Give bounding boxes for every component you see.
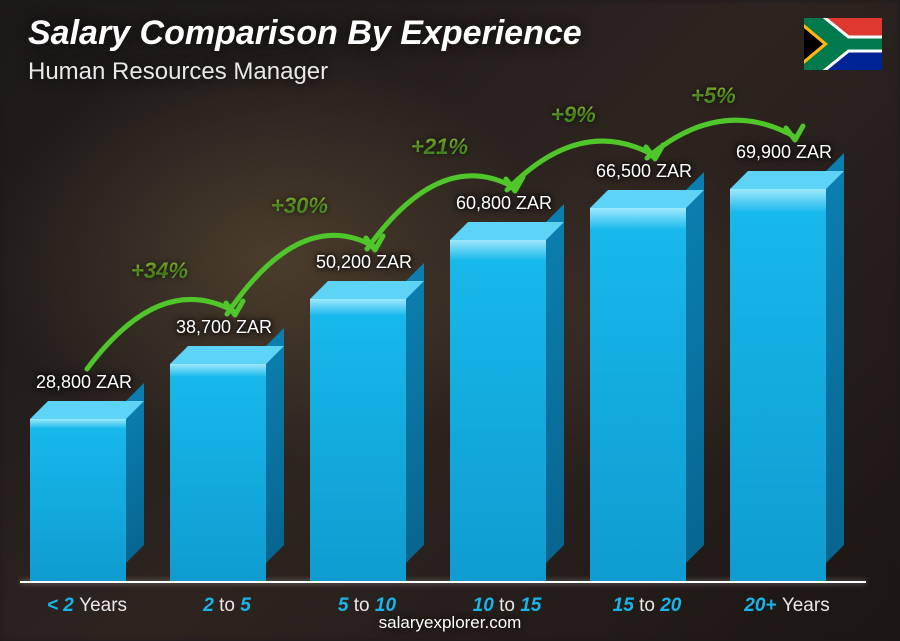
bar-top-face: [30, 401, 144, 419]
pct-increase-label: +21%: [411, 134, 468, 160]
bar-top-face: [730, 171, 844, 189]
bar-front-face: [730, 189, 826, 581]
bar: [590, 190, 704, 581]
chart-title: Salary Comparison By Experience: [28, 14, 582, 53]
bar: [170, 346, 284, 581]
bar-chart: 28,800 ZAR< 2 Years38,700 ZAR2 to 5+34%5…: [0, 63, 900, 583]
bar-side-face: [686, 172, 704, 563]
bar-front-face: [30, 419, 126, 581]
footer-attribution: salaryexplorer.com: [0, 613, 900, 633]
bar-value-label: 69,900 ZAR: [736, 142, 832, 163]
bar-value-label: 50,200 ZAR: [316, 252, 412, 273]
bar: [310, 281, 424, 581]
bar-value-label: 28,800 ZAR: [36, 372, 132, 393]
bar-front-face: [170, 364, 266, 581]
bar-top-face: [170, 346, 284, 364]
bar: [30, 401, 144, 581]
pct-increase-label: +34%: [131, 258, 188, 284]
pct-increase-label: +9%: [551, 102, 596, 128]
bar-front-face: [590, 208, 686, 581]
bar-top-face: [590, 190, 704, 208]
pct-increase-label: +30%: [271, 193, 328, 219]
bar: [730, 171, 844, 581]
bar-front-face: [310, 299, 406, 581]
bar-value-label: 38,700 ZAR: [176, 317, 272, 338]
pct-increase-label: +5%: [691, 83, 736, 109]
bar: [450, 222, 564, 581]
bar-side-face: [406, 263, 424, 563]
bar-front-face: [450, 240, 546, 581]
bar-top-face: [450, 222, 564, 240]
chart-baseline: [20, 581, 866, 583]
infographic-container: Salary Comparison By Experience Human Re…: [0, 0, 900, 641]
bar-value-label: 66,500 ZAR: [596, 161, 692, 182]
bar-side-face: [546, 204, 564, 563]
bar-top-face: [310, 281, 424, 299]
bar-side-face: [266, 328, 284, 563]
bar-value-label: 60,800 ZAR: [456, 193, 552, 214]
bar-side-face: [826, 153, 844, 563]
